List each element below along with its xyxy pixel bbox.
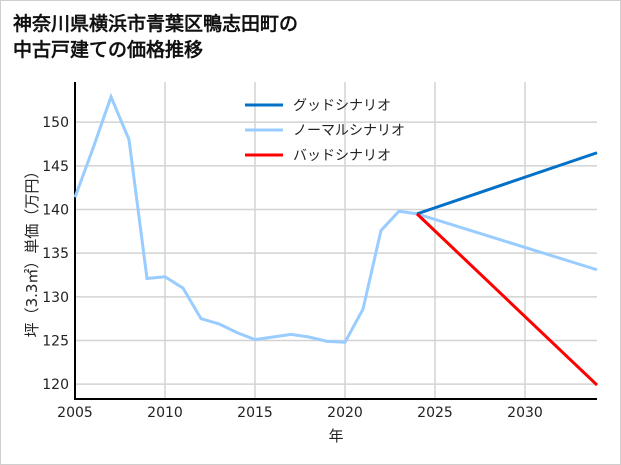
x-tick-label: 2025: [417, 405, 453, 421]
series-line-2: [415, 212, 599, 387]
legend-label: バッドシナリオ: [293, 148, 391, 164]
chart-title-line-2: 中古戸建ての価格推移: [13, 39, 204, 61]
y-tick-label: 140: [42, 202, 69, 218]
chart-title: 神奈川県横浜市青葉区鴨志田町の 中古戸建ての価格推移: [13, 11, 298, 63]
x-axis-label: 年: [328, 427, 343, 445]
x-tick-label: 2005: [57, 405, 93, 421]
chart-title-line-1: 神奈川県横浜市青葉区鴨志田町の: [13, 13, 299, 35]
series-line-1: [73, 92, 598, 344]
series-line-0: [416, 151, 598, 216]
x-tick-label: 2020: [327, 405, 363, 421]
x-tick-label: 2015: [237, 405, 273, 421]
y-tick-label: 125: [42, 333, 69, 349]
y-tick-label: 130: [42, 290, 69, 306]
legend-label: ノーマルシナリオ: [293, 123, 405, 139]
y-tick-label: 135: [42, 246, 69, 262]
y-tick-label: 120: [42, 377, 69, 393]
y-axis-label: 坪（3.3㎡）単価（万円）: [23, 164, 41, 338]
x-tick-label: 2010: [147, 405, 183, 421]
x-tick-label: 2030: [507, 405, 543, 421]
y-tick-label: 150: [42, 115, 69, 131]
legend-label: グッドシナリオ: [293, 98, 391, 114]
y-tick-label: 145: [42, 159, 69, 175]
